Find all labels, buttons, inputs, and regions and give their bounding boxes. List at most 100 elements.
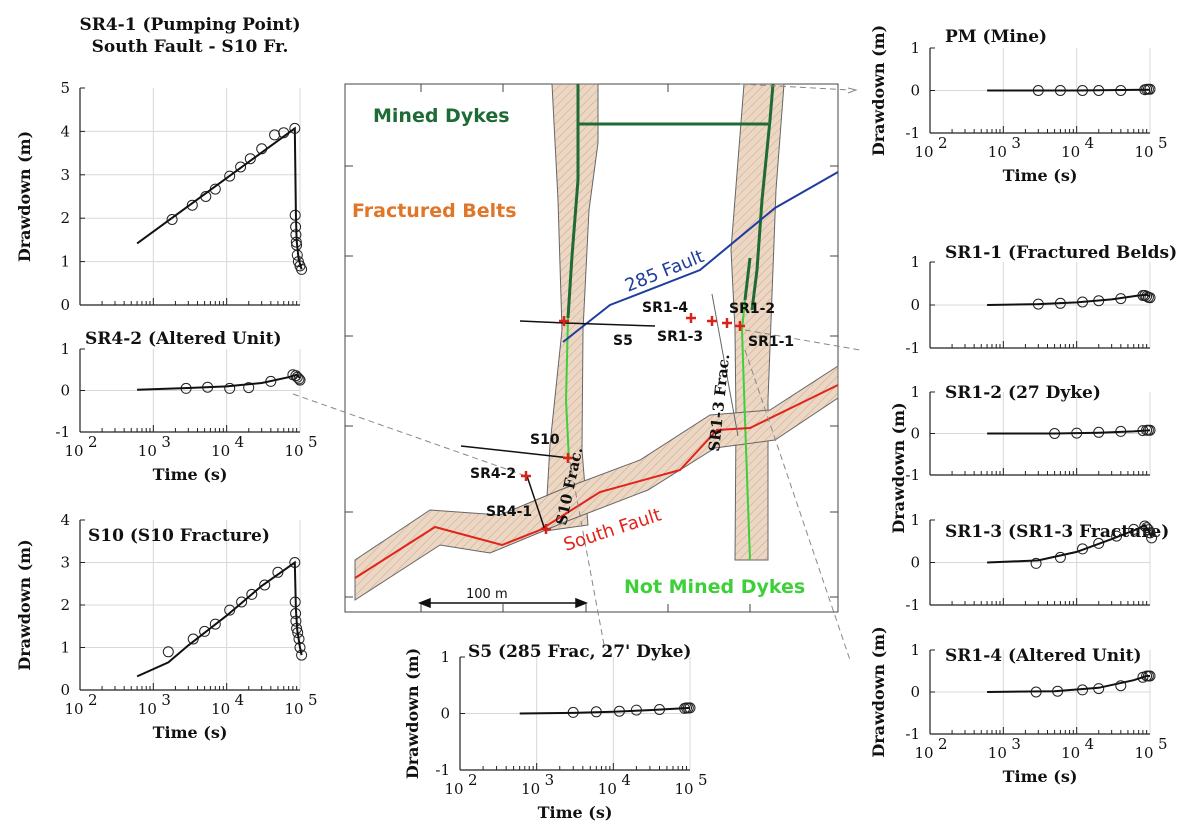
well-label-s5: S5 — [613, 333, 633, 349]
data-point — [1146, 532, 1158, 544]
chart-title: SR1-4 (Altered Unit) — [945, 646, 1142, 666]
x-tick-label: 10 — [988, 744, 1007, 762]
y-tick-label: 0 — [910, 82, 920, 100]
y-tick-label: 1 — [910, 253, 920, 271]
chart-title: South Fault - S10 Fr. — [92, 37, 289, 57]
chart-sr1-1: -1 0 1 SR1-1 (Fractured Belds) — [905, 243, 1177, 357]
chart-title: S5 (285 Frac, 27' Dyke) — [468, 642, 691, 662]
x-tick-label: 10 — [1134, 744, 1153, 762]
chart-sr1-2: -1 0 1 SR1-2 (27 Dyke) — [905, 383, 1156, 484]
x-tick-label: 10 — [1061, 744, 1080, 762]
x-tick-exponent: 5 — [1158, 134, 1168, 152]
y-tick-label: 1 — [910, 383, 920, 401]
label-not-mined-dykes: Not Mined Dykes — [624, 576, 805, 598]
fracture-traces-thin — [711, 293, 739, 437]
scale-bar — [417, 597, 589, 609]
y-tick-label: 0 — [910, 554, 920, 572]
model-curve — [987, 429, 1151, 435]
x-tick-exponent: 3 — [1011, 134, 1021, 152]
y-axis-label: Drawdown (m) — [869, 626, 888, 757]
y-tick-label: 1 — [60, 639, 70, 657]
y-tick-label: 1 — [910, 641, 920, 659]
y-tick-label: 1 — [910, 39, 920, 57]
data-point — [259, 579, 271, 591]
x-tick-exponent: 5 — [698, 771, 708, 789]
y-tick-label: 0 — [440, 705, 450, 723]
data-point — [1139, 520, 1151, 532]
y-tick-label: 3 — [60, 554, 70, 572]
x-tick-label: 10 — [914, 744, 933, 762]
data-point — [235, 161, 247, 173]
data-point — [209, 618, 221, 630]
y-tick-label: 0 — [910, 683, 920, 701]
model-curve — [987, 88, 1151, 92]
x-tick-label: 10 — [1061, 143, 1080, 161]
y-tick-label: 0 — [60, 681, 70, 699]
x-tick-exponent: 5 — [308, 433, 318, 451]
chart-title: SR4-1 (Pumping Point) — [79, 15, 300, 35]
x-tick-exponent: 4 — [1085, 134, 1095, 152]
data-point — [246, 588, 258, 600]
y-tick-label: 1 — [60, 340, 70, 358]
data-point — [187, 633, 199, 645]
well-label-sr1-4: SR1-4 — [642, 300, 688, 316]
x-tick-label: 10 — [211, 700, 230, 718]
x-tick-label: 10 — [138, 442, 157, 460]
y-tick-label: 1 — [440, 648, 450, 666]
y-axis-label: Drawdown (m) — [15, 131, 34, 262]
x-tick-exponent: 2 — [88, 691, 98, 709]
data-point — [1030, 557, 1042, 569]
y-tick-label: -1 — [435, 761, 450, 779]
data-point — [162, 646, 174, 658]
y-tick-label: -1 — [905, 596, 920, 614]
fractured-belt-south — [354, 365, 839, 601]
data-point — [186, 199, 198, 211]
guide-lines — [292, 83, 861, 661]
x-axis-label: Time (s) — [1003, 166, 1078, 185]
x-axis-label: Time (s) — [153, 465, 228, 484]
chart-title: S10 (S10 Fracture) — [88, 526, 270, 546]
south-fault-line — [354, 384, 839, 579]
y-axis-label: Drawdown (m) — [15, 539, 34, 670]
pm-arrow-head — [847, 87, 858, 94]
data-point — [236, 596, 248, 608]
x-tick-exponent: 3 — [161, 433, 171, 451]
y-tick-label: 5 — [60, 79, 70, 97]
data-point — [166, 214, 178, 225]
x-tick-label: 10 — [444, 780, 463, 798]
data-point — [272, 566, 284, 578]
x-tick-exponent: 2 — [938, 735, 948, 753]
model-curve — [137, 373, 301, 391]
label-fractured-belts: Fractured Belts — [352, 200, 517, 222]
data-point — [1144, 292, 1156, 304]
data-point — [224, 170, 236, 182]
scale-bar-label: 100 m — [466, 587, 508, 602]
x-tick-label: 10 — [64, 442, 83, 460]
chart-title: SR1-1 (Fractured Belds) — [945, 243, 1177, 263]
chart-sr1-3: -1 0 1 SR1-3 (SR1-3 Fracture) — [905, 511, 1169, 614]
model-curve — [987, 293, 1151, 306]
data-point — [199, 625, 211, 637]
fault-285-line — [562, 171, 839, 343]
y-axis-label: Drawdown (m) — [403, 648, 422, 779]
mined-dykes — [566, 83, 775, 319]
y-tick-label: 4 — [60, 122, 70, 140]
well-markers — [521, 313, 745, 534]
y-tick-label: 2 — [60, 209, 70, 227]
x-tick-label: 10 — [64, 700, 83, 718]
x-tick-label: 10 — [598, 780, 617, 798]
data-point — [1144, 527, 1156, 539]
x-axis-label: Time (s) — [538, 803, 613, 822]
y-tick-label: 4 — [60, 511, 70, 529]
well-label-sr4-1: SR4-1 — [486, 504, 532, 520]
model-curve — [987, 523, 1153, 564]
y-tick-label: 0 — [60, 296, 70, 314]
chart-title: SR1-2 (27 Dyke) — [945, 383, 1101, 403]
x-tick-exponent: 2 — [468, 771, 478, 789]
y-tick-label: -1 — [905, 725, 920, 743]
